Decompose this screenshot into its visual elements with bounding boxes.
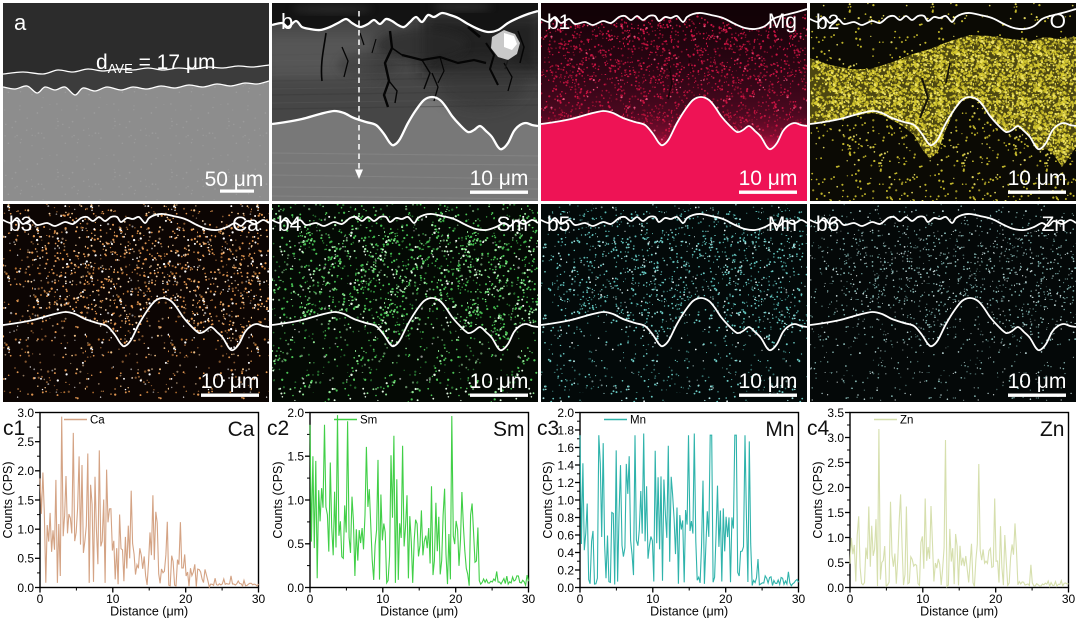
svg-text:3.0: 3.0: [17, 406, 34, 420]
svg-text:10 μm: 10 μm: [1008, 370, 1067, 393]
svg-text:10 μm: 10 μm: [739, 370, 798, 393]
svg-text:0.0: 0.0: [827, 581, 844, 595]
svg-text:Mn: Mn: [768, 213, 797, 236]
svg-text:c2: c2: [267, 417, 289, 440]
svg-text:2.0: 2.0: [287, 406, 304, 420]
svg-text:Counts (CPS): Counts (CPS): [271, 461, 285, 538]
svg-text:0.0: 0.0: [557, 581, 574, 595]
svg-text:0.6: 0.6: [557, 528, 574, 542]
svg-text:a: a: [14, 10, 27, 35]
svg-text:10: 10: [106, 592, 120, 606]
svg-text:b2: b2: [816, 11, 839, 34]
svg-text:Counts (CPS): Counts (CPS): [541, 461, 555, 538]
svg-text:0.2: 0.2: [557, 563, 574, 577]
svg-text:3.5: 3.5: [827, 406, 844, 420]
svg-text:30: 30: [252, 592, 266, 606]
svg-text:Mn: Mn: [630, 415, 646, 427]
svg-text:c4: c4: [807, 417, 830, 440]
svg-text:Ca: Ca: [228, 418, 255, 441]
svg-text:Mg: Mg: [768, 10, 797, 33]
svg-text:2.5: 2.5: [17, 435, 34, 449]
svg-text:0: 0: [37, 592, 44, 606]
svg-text:b5: b5: [547, 213, 570, 236]
svg-text:10: 10: [376, 592, 390, 606]
svg-text:30: 30: [522, 592, 536, 606]
svg-text:Ca: Ca: [90, 415, 105, 427]
svg-text:0.5: 0.5: [827, 556, 844, 570]
svg-text:0.0: 0.0: [287, 581, 304, 595]
svg-text:Distance (μm): Distance (μm): [380, 605, 458, 619]
svg-text:Zn: Zn: [1041, 213, 1066, 236]
svg-text:b3: b3: [9, 213, 32, 236]
svg-text:Ca: Ca: [232, 213, 259, 236]
svg-text:2.0: 2.0: [557, 406, 574, 420]
svg-text:b4: b4: [278, 213, 302, 236]
svg-text:O: O: [1050, 10, 1066, 33]
svg-text:Distance (μm): Distance (μm): [650, 605, 728, 619]
svg-text:0.8: 0.8: [557, 511, 574, 525]
svg-text:1.5: 1.5: [287, 450, 304, 464]
svg-text:b1: b1: [547, 11, 570, 34]
svg-text:10: 10: [646, 592, 660, 606]
svg-text:1.5: 1.5: [827, 506, 844, 520]
svg-text:20: 20: [179, 592, 193, 606]
svg-text:1.5: 1.5: [17, 493, 34, 507]
svg-text:2.5: 2.5: [827, 456, 844, 470]
svg-text:Sm: Sm: [360, 415, 377, 427]
svg-text:c1: c1: [3, 417, 25, 440]
svg-text:20: 20: [719, 592, 733, 606]
svg-text:Sm: Sm: [497, 213, 529, 236]
svg-text:0: 0: [307, 592, 314, 606]
svg-text:0: 0: [577, 592, 584, 606]
svg-text:1.6: 1.6: [557, 441, 574, 455]
svg-text:2.0: 2.0: [827, 481, 844, 495]
svg-text:0.4: 0.4: [557, 546, 574, 560]
svg-text:0.5: 0.5: [287, 537, 304, 551]
svg-text:10 μm: 10 μm: [201, 370, 260, 393]
svg-text:Counts (CPS): Counts (CPS): [811, 461, 825, 538]
svg-text:20: 20: [449, 592, 463, 606]
svg-text:Zn: Zn: [1040, 418, 1065, 441]
svg-text:Sm: Sm: [493, 418, 525, 441]
svg-text:30: 30: [792, 592, 806, 606]
svg-text:1.0: 1.0: [827, 531, 844, 545]
svg-text:20: 20: [989, 592, 1003, 606]
svg-text:1.0: 1.0: [287, 493, 304, 507]
svg-text:0.5: 0.5: [17, 552, 34, 566]
svg-text:10 μm: 10 μm: [1008, 167, 1067, 190]
svg-text:b: b: [281, 9, 293, 34]
svg-text:Counts (CPS): Counts (CPS): [1, 461, 15, 538]
svg-text:b6: b6: [816, 213, 839, 236]
svg-text:10 μm: 10 μm: [470, 370, 529, 393]
svg-text:50 μm: 50 μm: [205, 168, 264, 191]
svg-text:Distance (μm): Distance (μm): [920, 605, 998, 619]
svg-text:1.8: 1.8: [557, 423, 574, 437]
svg-text:Zn: Zn: [900, 415, 913, 427]
svg-text:1.2: 1.2: [557, 476, 574, 490]
svg-text:Mn: Mn: [765, 418, 794, 441]
svg-text:10: 10: [916, 592, 930, 606]
svg-text:1.0: 1.0: [557, 493, 574, 507]
svg-text:30: 30: [1062, 592, 1076, 606]
svg-text:2.0: 2.0: [17, 464, 34, 478]
svg-text:10 μm: 10 μm: [470, 167, 529, 190]
svg-text:0: 0: [847, 592, 854, 606]
svg-text:Distance (μm): Distance (μm): [110, 605, 188, 619]
svg-text:c3: c3: [537, 417, 559, 440]
svg-text:3.0: 3.0: [827, 431, 844, 445]
svg-text:1.4: 1.4: [557, 458, 574, 472]
svg-text:1.0: 1.0: [17, 523, 34, 537]
svg-text:0.0: 0.0: [17, 581, 34, 595]
svg-text:10 μm: 10 μm: [739, 167, 798, 190]
